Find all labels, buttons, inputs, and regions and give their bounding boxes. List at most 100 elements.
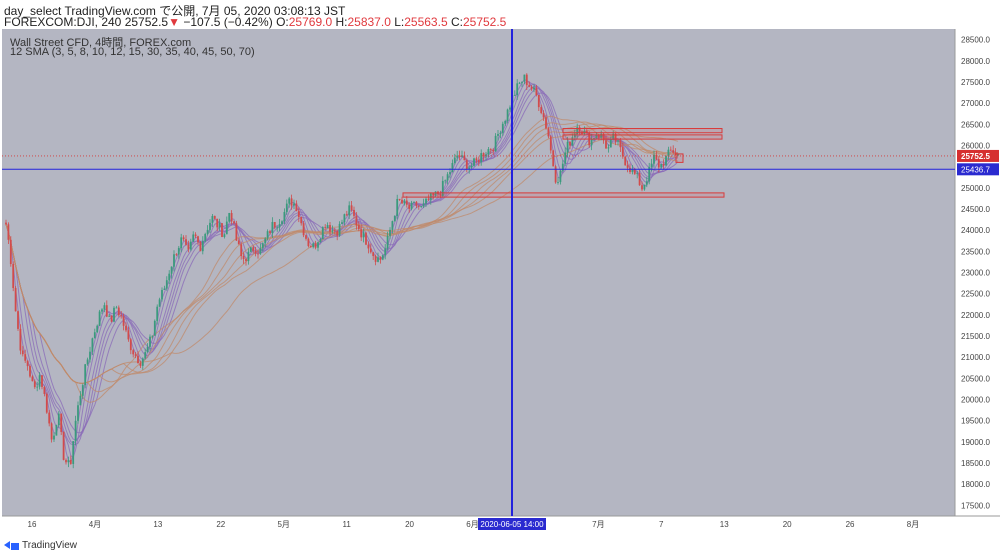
candle-body [29,366,31,377]
candle-body [153,320,156,336]
candle-body [165,280,168,289]
y-tick-label: 27500.0 [961,78,990,87]
candle-body [276,227,279,229]
candle-body [319,239,322,243]
candle-body [444,180,447,182]
candle-body [456,155,459,158]
candle-body [521,81,523,83]
y-tick-label: 26500.0 [961,120,990,129]
candle-body [667,149,670,156]
x-tick-label: 5月 [277,520,289,529]
zone-rect [402,192,725,198]
candle-body [561,163,564,171]
low-label: L: [394,15,405,29]
candle-body [573,134,576,138]
candle-body [648,167,651,182]
candle-body [230,213,233,222]
candle-body [617,140,619,142]
candle-body [636,173,639,174]
candle-body [33,381,36,388]
y-tick-label: 28500.0 [961,36,990,45]
candle-body [297,211,300,218]
candle-body [677,154,679,156]
candle-body [221,223,223,237]
candle-body [353,209,355,216]
candle-body [595,134,598,139]
candle-body [182,237,185,240]
candle-body [480,153,483,163]
candle-body [149,336,151,347]
candle-body [228,213,231,222]
candle-body [247,251,250,262]
candle-body [377,257,379,262]
candle-body [89,351,91,360]
candle-body [283,211,286,222]
candle-body [482,153,485,157]
chart-pane[interactable] [2,29,955,516]
candle-body [199,242,202,252]
candle-body [259,248,262,254]
candle-body [401,199,403,204]
candle-body [36,386,39,388]
candle-body [211,215,214,223]
candle-body [434,191,437,196]
candle-body [470,165,473,168]
candle-body [417,205,420,207]
y-tick-label: 20500.0 [961,374,990,383]
candle-body [113,307,115,322]
candle-body [473,158,475,166]
candle-body [607,147,610,149]
candle-body [163,288,166,290]
candle-body [463,155,466,161]
candle-body [451,163,454,173]
candle-body [624,156,627,166]
sma-line-70 [5,134,679,384]
sma-line-45 [5,124,679,384]
candle-body [585,130,588,133]
y-tick-label: 28000.0 [961,57,990,66]
candle-body [285,203,288,212]
candle-body [9,239,12,265]
candle-body [117,307,120,316]
candle-body [192,234,195,242]
candle-body [485,154,487,157]
candle-body [657,159,660,168]
candle-body [91,338,94,352]
last-price: 25752.5 [124,15,169,29]
price-label: 25752.5 [961,152,990,161]
candle-body [393,215,396,222]
candle-body [528,85,531,87]
candle-body [410,202,413,209]
candle-body [132,350,135,355]
price-chart[interactable]: 17500.0 18000.0 18500.0 19000.0 19500.0 20000… [0,0,1000,540]
tradingview-icon [4,541,19,550]
candle-body [468,167,471,170]
candle-body [355,215,358,226]
candle-body [336,231,339,236]
candle-body [348,205,351,216]
candle-body [665,155,667,166]
candle-body [41,375,43,387]
candle-body [343,214,346,223]
candle-body [134,354,137,356]
candle-body [660,163,663,168]
x-tick-label: 11 [342,520,351,529]
candle-body [312,243,315,248]
candle-body [389,229,391,236]
candle-body [614,133,617,142]
tradingview-logo[interactable]: TradingView [4,540,77,551]
candle-body [643,184,646,190]
candle-body [506,109,509,121]
candle-body [120,315,123,317]
candle-body [101,309,103,312]
candle-body [597,134,600,138]
candle-body [127,330,130,340]
candle-body [449,172,451,175]
candle-body [31,376,34,382]
change-value: −107.5 (−0.42%) [183,15,273,29]
x-tick-label: 13 [153,520,162,529]
ohlc-bar: FOREXCOM:DJI, 240 25752.5▼ −107.5 (−0.42… [4,15,506,29]
candle-body [420,206,423,207]
candle-body [156,306,159,321]
x-tick-label: 22 [216,520,225,529]
